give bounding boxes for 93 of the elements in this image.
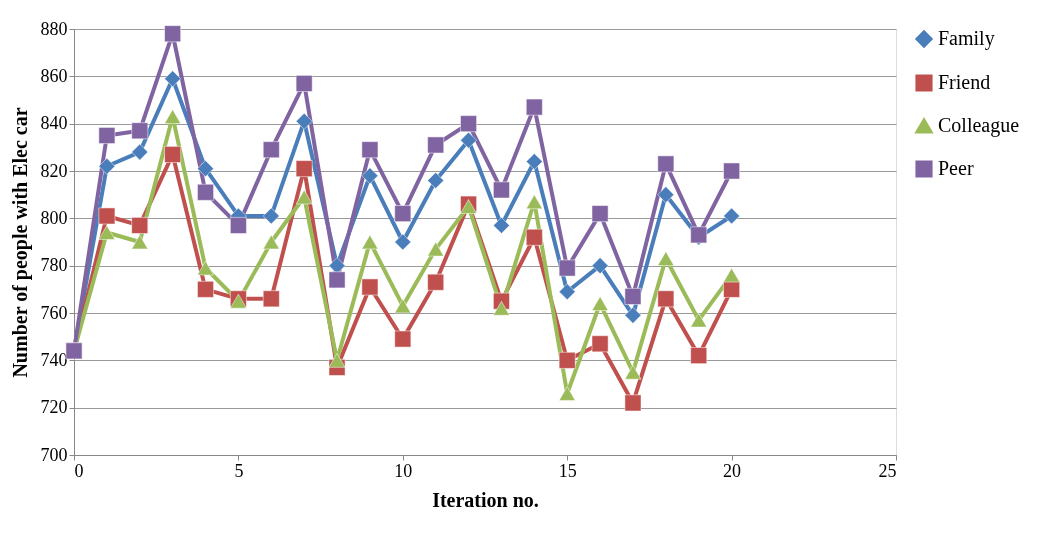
point bbox=[361, 167, 379, 185]
y-axis-title: Number of people with Elec car bbox=[8, 107, 32, 378]
point bbox=[493, 301, 510, 316]
point bbox=[328, 271, 346, 289]
point bbox=[690, 347, 708, 364]
point bbox=[591, 257, 609, 274]
point bbox=[197, 260, 214, 276]
point bbox=[295, 189, 313, 205]
point bbox=[460, 199, 477, 214]
point bbox=[493, 181, 510, 199]
point bbox=[690, 312, 708, 328]
legend-label: Family bbox=[938, 27, 995, 50]
point bbox=[394, 233, 412, 251]
x-tick-label: 5 bbox=[234, 460, 244, 481]
legend-label: Peer bbox=[938, 157, 974, 179]
y-tick-label: 840 bbox=[40, 113, 68, 134]
point bbox=[394, 330, 412, 348]
point bbox=[164, 70, 181, 88]
point bbox=[558, 352, 576, 369]
point bbox=[131, 143, 149, 161]
point bbox=[624, 307, 642, 324]
point bbox=[460, 115, 477, 132]
point bbox=[131, 217, 149, 234]
y-tick-label: 740 bbox=[40, 349, 68, 370]
x-tick-label: 15 bbox=[558, 460, 577, 481]
x-tick-label: 0 bbox=[74, 460, 84, 481]
point bbox=[558, 283, 576, 301]
point bbox=[262, 141, 280, 159]
point bbox=[460, 131, 477, 149]
point bbox=[295, 160, 313, 177]
point bbox=[164, 146, 181, 163]
point bbox=[427, 241, 444, 257]
point bbox=[295, 112, 313, 130]
point bbox=[131, 122, 149, 140]
point bbox=[657, 155, 675, 173]
point bbox=[427, 172, 444, 189]
point bbox=[723, 267, 740, 283]
y-tick-label: 820 bbox=[40, 160, 68, 181]
point bbox=[98, 157, 116, 175]
point bbox=[361, 234, 379, 250]
point bbox=[295, 75, 313, 92]
point bbox=[657, 290, 675, 308]
point bbox=[197, 183, 214, 201]
y-tick-label: 880 bbox=[40, 18, 68, 39]
point bbox=[558, 386, 576, 401]
y-tick-label: 720 bbox=[40, 397, 68, 418]
y-tick-label: 800 bbox=[40, 207, 68, 228]
point bbox=[361, 141, 379, 159]
point bbox=[262, 290, 280, 308]
x-tick-label: 25 bbox=[878, 460, 897, 481]
x-tick-label: 20 bbox=[723, 460, 742, 481]
point bbox=[98, 127, 116, 144]
point bbox=[394, 298, 412, 314]
point bbox=[262, 234, 280, 250]
point bbox=[197, 160, 214, 177]
point bbox=[657, 186, 675, 203]
point bbox=[624, 394, 642, 412]
y-tick-label: 760 bbox=[40, 302, 68, 323]
point bbox=[230, 217, 247, 234]
point bbox=[98, 225, 116, 240]
point bbox=[131, 234, 149, 250]
point bbox=[328, 353, 346, 368]
x-tick-label: 10 bbox=[394, 460, 413, 481]
y-tick-label: 860 bbox=[40, 65, 68, 86]
point bbox=[262, 207, 280, 225]
point bbox=[657, 251, 675, 266]
point bbox=[197, 281, 214, 298]
point bbox=[591, 296, 609, 311]
point bbox=[493, 217, 510, 234]
point bbox=[328, 257, 346, 274]
legend-label: Friend bbox=[938, 71, 991, 93]
point bbox=[526, 228, 543, 246]
legend-label: Colleague bbox=[938, 114, 1020, 137]
point bbox=[394, 205, 412, 222]
point bbox=[558, 259, 576, 277]
point bbox=[526, 98, 543, 116]
point bbox=[723, 207, 740, 225]
point bbox=[361, 278, 379, 296]
y-tick-label: 780 bbox=[40, 255, 68, 276]
point bbox=[427, 273, 444, 291]
point bbox=[624, 288, 642, 305]
point bbox=[98, 207, 116, 225]
point bbox=[591, 205, 609, 222]
x-axis-title: Iteration no. bbox=[432, 488, 539, 511]
point bbox=[526, 194, 543, 209]
point bbox=[624, 364, 642, 380]
point bbox=[164, 25, 181, 43]
point bbox=[427, 136, 444, 154]
point bbox=[164, 109, 181, 124]
point bbox=[591, 335, 609, 353]
y-tick-label: 700 bbox=[40, 444, 68, 465]
point bbox=[723, 162, 740, 180]
point bbox=[526, 153, 543, 170]
